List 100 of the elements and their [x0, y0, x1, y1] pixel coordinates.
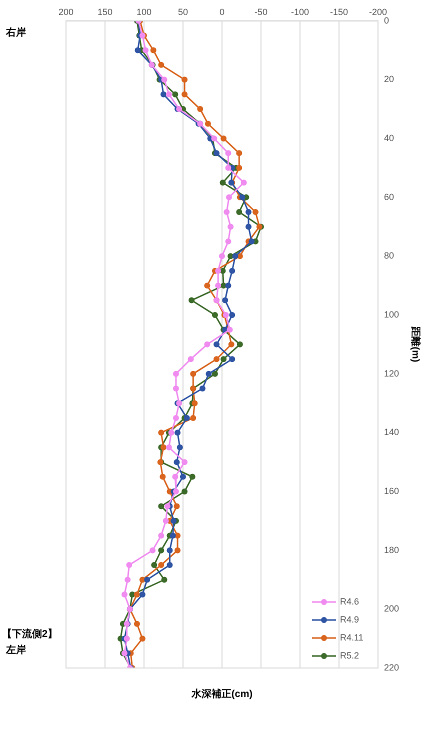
point: [188, 356, 194, 362]
point: [228, 224, 234, 230]
point: [182, 91, 188, 98]
point: [182, 76, 188, 83]
point: [197, 106, 204, 112]
x-tick-label: -50: [254, 6, 268, 17]
point: [225, 282, 232, 289]
point: [215, 282, 222, 289]
x-axis-title: 水深補正(cm): [190, 688, 253, 700]
x-tick-label: 50: [178, 6, 188, 17]
point: [170, 532, 176, 539]
x-tick-label: -200: [368, 6, 387, 17]
point: [158, 62, 164, 68]
point: [225, 150, 232, 156]
point: [236, 150, 242, 156]
point: [222, 297, 228, 304]
point: [172, 386, 179, 392]
point: [220, 356, 227, 362]
point: [158, 503, 164, 510]
point: [190, 370, 196, 377]
point: [212, 312, 218, 318]
point: [158, 532, 164, 539]
legend-label: R4.6: [340, 596, 359, 606]
point: [214, 356, 220, 362]
point: [246, 224, 252, 230]
legend-label: R4.9: [340, 614, 359, 624]
point: [144, 576, 150, 583]
point: [229, 356, 236, 362]
point: [248, 238, 255, 244]
point: [174, 547, 181, 554]
point: [229, 268, 236, 274]
point: [161, 76, 168, 83]
point: [236, 341, 243, 348]
point: [139, 636, 146, 642]
point: [206, 370, 212, 377]
point: [220, 180, 226, 186]
point: [246, 209, 252, 216]
point: [180, 474, 186, 480]
point: [182, 459, 188, 466]
text: 右岸: [5, 26, 26, 39]
point: [182, 488, 188, 494]
point: [151, 562, 158, 568]
point: [220, 135, 227, 142]
y-tick-label: 0: [384, 15, 389, 26]
point: [160, 474, 166, 480]
point: [161, 576, 168, 583]
point: [168, 430, 174, 436]
y-tick-label: 40: [384, 132, 394, 143]
x-tick-label: 150: [97, 6, 113, 17]
legend-label: R4.11: [340, 632, 364, 642]
point: [164, 503, 170, 510]
point: [166, 562, 173, 568]
point: [172, 414, 179, 421]
point: [232, 253, 238, 260]
point: [174, 430, 181, 436]
point: [142, 47, 149, 54]
point: [226, 194, 232, 200]
point: [189, 474, 196, 480]
x-tick-label: -150: [330, 6, 348, 17]
point: [121, 591, 128, 598]
point: [229, 312, 236, 318]
point: [190, 414, 196, 421]
y-tick-label: 60: [384, 192, 394, 202]
text: 【下流側2】: [2, 628, 58, 640]
y-tick-label: 200: [384, 604, 400, 614]
point: [174, 503, 180, 510]
y-tick-label: 80: [384, 250, 394, 261]
legend-label: R5.2: [340, 650, 359, 660]
text: 左岸: [5, 644, 26, 656]
point: [199, 386, 206, 392]
x-tick-label: 0: [219, 6, 224, 17]
y-tick-label: 120: [384, 368, 400, 378]
point: [188, 297, 195, 304]
point: [172, 91, 178, 98]
point: [225, 164, 232, 171]
point: [134, 591, 140, 598]
point: [239, 194, 246, 200]
point: [166, 444, 172, 450]
point: [204, 341, 210, 348]
point: [215, 268, 222, 274]
point: [162, 518, 169, 524]
x-tick-label: 100: [136, 6, 152, 17]
point: [150, 547, 156, 554]
point: [158, 430, 164, 436]
point: [174, 459, 180, 466]
point: [150, 47, 156, 54]
point: [158, 562, 164, 568]
point: [134, 47, 141, 54]
y-tick-label: 220: [384, 662, 400, 672]
point: [214, 341, 220, 348]
point: [134, 620, 140, 627]
y-axis-title: 距離(m): [409, 326, 422, 362]
point: [252, 209, 259, 216]
point: [204, 282, 210, 289]
point: [139, 591, 146, 598]
point: [225, 238, 232, 244]
point: [192, 400, 198, 406]
point: [124, 576, 131, 583]
point: [126, 562, 132, 568]
point: [172, 474, 178, 480]
